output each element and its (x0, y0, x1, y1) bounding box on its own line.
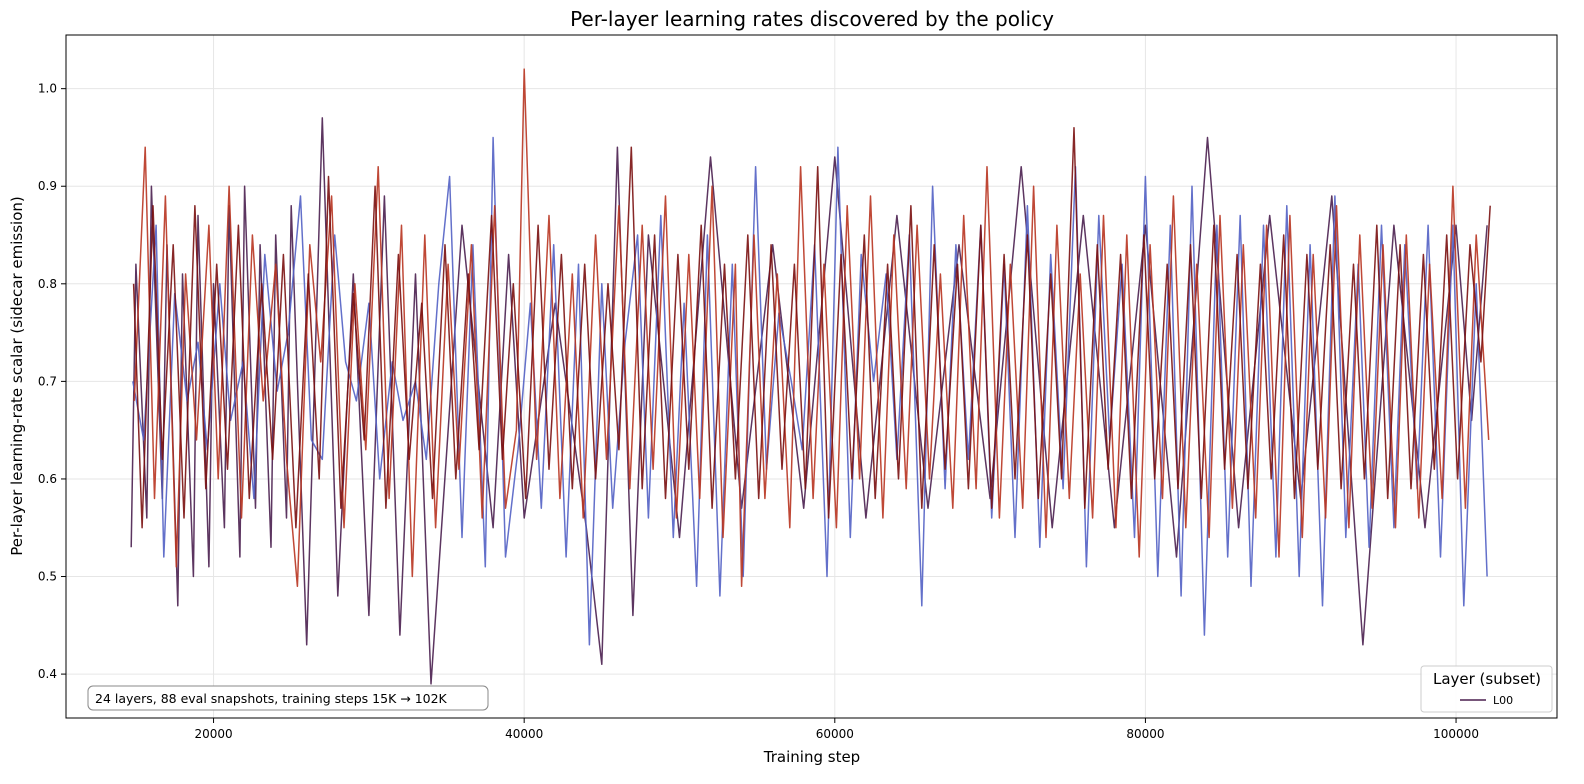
y-axis-ticks: 0.4 0.5 0.6 0.7 0.8 0.9 1.0 (38, 82, 66, 681)
y-tick-label: 0.4 (38, 667, 57, 681)
series-lines (130, 68, 1491, 685)
x-axis-label: Training step (763, 748, 860, 766)
chart-title: Per-layer learning rates discovered by t… (570, 7, 1054, 31)
annotation-box: 24 layers, 88 eval snapshots, training s… (87, 685, 489, 711)
x-tick-label: 60000 (816, 727, 854, 741)
x-axis-ticks: 20000 40000 60000 80000 100000 (194, 718, 1479, 741)
plot-frame (65, 34, 1558, 719)
y-tick-label: 1.0 (38, 82, 57, 96)
annotation-frame (87, 685, 489, 711)
y-tick-label: 0.5 (38, 570, 57, 584)
legend-frame (1420, 665, 1553, 713)
y-tick-label: 0.9 (38, 179, 57, 193)
series-line-3 (132, 126, 1491, 529)
y-tick-label: 0.6 (38, 472, 57, 486)
series-line-2 (133, 68, 1490, 588)
x-tick-label: 100000 (1433, 727, 1479, 741)
annotation-text: 24 layers, 88 eval snapshots, training s… (95, 691, 448, 706)
y-tick-label: 0.8 (38, 277, 57, 291)
legend-entry-l00: L00 (1493, 694, 1513, 707)
legend: Layer (subset) L00 (1420, 665, 1553, 713)
y-axis-label: Per-layer learning-rate scalar (sidecar … (8, 196, 26, 555)
x-tick-label: 80000 (1126, 727, 1164, 741)
series-line-0 (130, 117, 1488, 685)
x-tick-label: 20000 (194, 727, 232, 741)
x-tick-label: 40000 (505, 727, 543, 741)
legend-title: Layer (subset) (1433, 670, 1541, 688)
y-tick-label: 0.7 (38, 374, 57, 388)
